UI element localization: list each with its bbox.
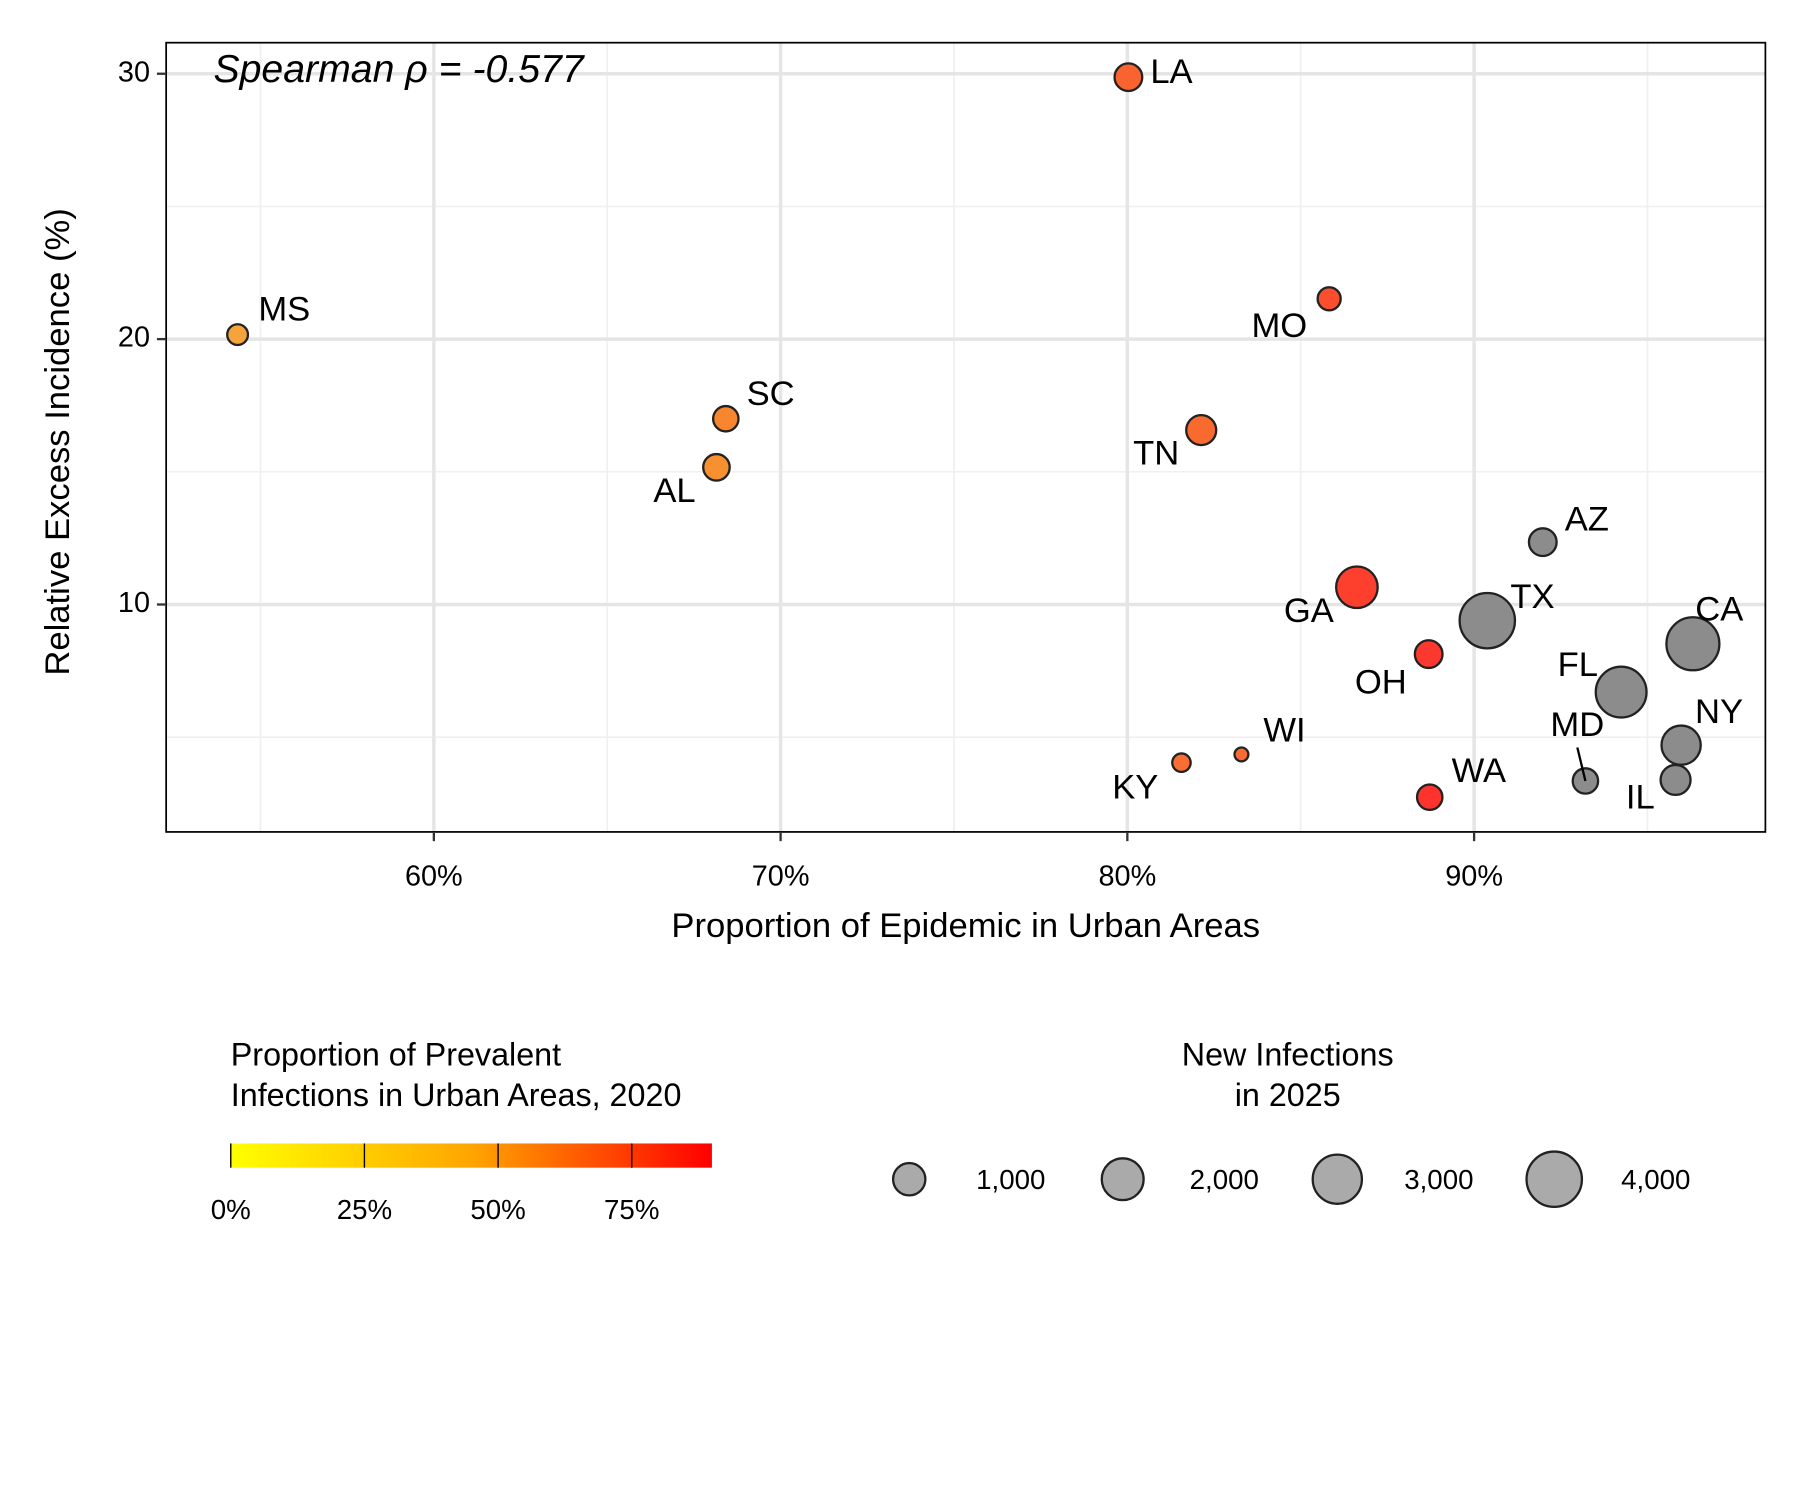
y-tick-label: 20 xyxy=(118,322,150,354)
point xyxy=(1665,616,1721,672)
annotation: Spearman ρ = -0.577 xyxy=(213,47,585,91)
point xyxy=(1659,763,1692,797)
point xyxy=(1171,752,1192,774)
point xyxy=(226,323,250,347)
x-tick-label: 70% xyxy=(752,861,810,893)
point xyxy=(702,452,731,482)
y-tick-label: 30 xyxy=(118,56,150,88)
legend-size-label: 3,000 xyxy=(1404,1164,1473,1195)
point-label: OH xyxy=(1355,663,1407,701)
legend-size-key xyxy=(1525,1150,1584,1209)
point-label: MS xyxy=(258,291,310,329)
point xyxy=(1594,665,1648,719)
legend-size-label: 1,000 xyxy=(976,1164,1045,1195)
point xyxy=(1415,783,1444,811)
colorbar xyxy=(230,1143,712,1168)
point-label: TX xyxy=(1510,578,1554,616)
x-tick-label: 60% xyxy=(405,861,463,893)
leader-line xyxy=(1576,747,1587,782)
point-label: MD xyxy=(1550,706,1604,744)
point-label: WA xyxy=(1452,752,1507,790)
point-label: AZ xyxy=(1565,501,1609,539)
point-label: LA xyxy=(1150,53,1193,91)
colorbar-tick-label: 0% xyxy=(211,1194,251,1225)
point xyxy=(711,404,740,433)
point-label: FL xyxy=(1558,646,1598,684)
x-axis-title: Proportion of Epidemic in Urban Areas xyxy=(671,907,1260,945)
point-label: WI xyxy=(1263,712,1305,750)
legend-size-label: 2,000 xyxy=(1190,1164,1259,1195)
colorbar-tick-label: 75% xyxy=(604,1194,659,1225)
colorbar-tick-label: 25% xyxy=(337,1194,392,1225)
point xyxy=(1571,767,1600,795)
point-label: NY xyxy=(1695,693,1743,731)
legend-size-key xyxy=(1100,1157,1145,1202)
point xyxy=(1316,286,1342,312)
point xyxy=(1113,62,1144,93)
point xyxy=(1233,746,1250,763)
legend-title: New Infections xyxy=(1182,1036,1394,1072)
plot-frame xyxy=(165,41,1767,833)
legend-title: in 2025 xyxy=(1235,1077,1341,1113)
point-label: TN xyxy=(1133,435,1179,473)
point-label: GA xyxy=(1284,592,1335,630)
y-tick-label: 10 xyxy=(118,587,150,619)
x-tick-label: 80% xyxy=(1099,861,1157,893)
point-label: MO xyxy=(1251,307,1307,345)
point-label: CA xyxy=(1695,591,1744,629)
legend-size-key xyxy=(1311,1153,1364,1205)
legend-size-key xyxy=(891,1161,927,1197)
point xyxy=(1185,413,1218,447)
point-label: AL xyxy=(653,472,695,510)
point xyxy=(1660,724,1702,766)
legend-title: Proportion of Prevalent xyxy=(231,1036,561,1072)
point xyxy=(1458,591,1517,650)
point-label: SC xyxy=(747,375,795,413)
y-axis-title: Relative Excess Incidence (%) xyxy=(39,208,77,675)
point xyxy=(1527,527,1558,558)
point-label: IL xyxy=(1626,779,1655,817)
legend-title: Infections in Urban Areas, 2020 xyxy=(231,1077,682,1113)
point-label: KY xyxy=(1112,768,1158,806)
point xyxy=(1413,639,1444,670)
colorbar-tick-label: 50% xyxy=(470,1194,525,1225)
point xyxy=(1334,565,1379,610)
legend-size-label: 4,000 xyxy=(1621,1164,1690,1195)
x-tick-label: 90% xyxy=(1445,861,1503,893)
